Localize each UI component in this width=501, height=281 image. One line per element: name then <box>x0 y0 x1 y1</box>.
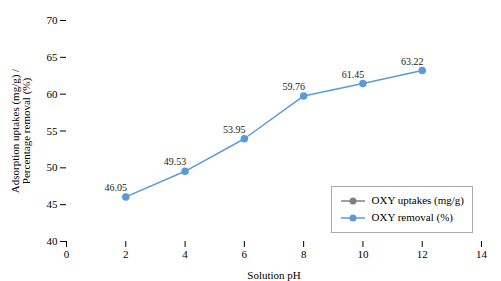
svg-text:8: 8 <box>301 248 307 260</box>
svg-text:65: 65 <box>47 51 59 63</box>
svg-text:12: 12 <box>417 248 428 260</box>
svg-text:40: 40 <box>47 235 59 247</box>
svg-text:10: 10 <box>357 248 369 260</box>
svg-text:6: 6 <box>242 248 248 260</box>
svg-text:4: 4 <box>182 248 188 260</box>
svg-text:49.53: 49.53 <box>164 156 187 167</box>
svg-text:Solution pH: Solution pH <box>247 269 301 281</box>
svg-text:Adsorption uptakes (mg/g) /Per: Adsorption uptakes (mg/g) /Percentage re… <box>9 68 33 193</box>
svg-text:14: 14 <box>476 248 488 260</box>
html-text:OXY removal (%): OXY removal (%) <box>371 211 453 224</box>
svg-text:63.22: 63.22 <box>401 56 424 67</box>
svg-text:53.95: 53.95 <box>223 124 246 135</box>
svg-text:59.76: 59.76 <box>282 81 305 92</box>
svg-text:55: 55 <box>47 125 59 137</box>
svg-text:50: 50 <box>47 161 59 173</box>
svg-text:70: 70 <box>47 14 59 26</box>
html-text:OXY uptakes (mg/g): OXY uptakes (mg/g) <box>371 193 464 206</box>
svg-text:60: 60 <box>47 88 59 100</box>
svg-text:45: 45 <box>47 198 59 210</box>
svg-text:2: 2 <box>123 248 128 260</box>
svg-text:0: 0 <box>64 248 70 260</box>
svg-text:61.45: 61.45 <box>342 69 365 80</box>
svg-text:46.05: 46.05 <box>105 182 127 193</box>
